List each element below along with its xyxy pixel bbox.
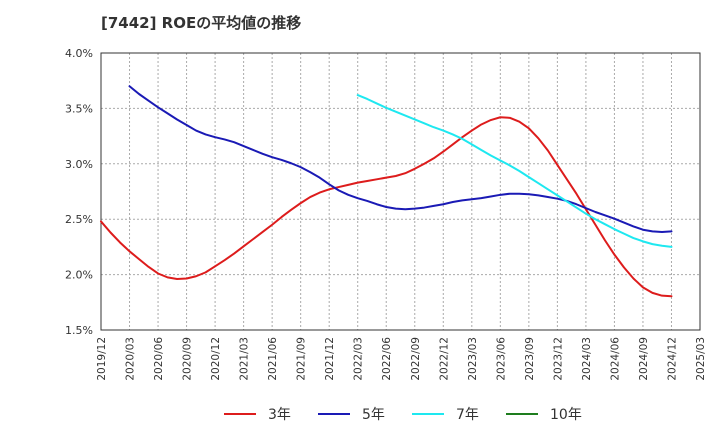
legend-label: 5年 xyxy=(362,407,385,423)
y-tick-label: 4.0% xyxy=(65,47,93,60)
y-tick-label: 2.5% xyxy=(65,213,93,226)
x-tick-label: 2021/12 xyxy=(324,337,336,381)
series-line-7年 xyxy=(356,94,673,248)
legend-label: 10年 xyxy=(550,407,582,423)
legend-swatch xyxy=(318,413,350,415)
y-tick-label: 3.0% xyxy=(65,158,93,171)
x-tick-label: 2022/09 xyxy=(410,337,422,381)
chart-plot: 1.5%2.0%2.5%3.0%3.5%4.0% 2019/12 2020/03 2… xyxy=(65,47,707,381)
x-tick-label: 2023/12 xyxy=(552,337,564,381)
x-tick-label: 2022/12 xyxy=(438,337,450,381)
x-tick-label: 2020/06 xyxy=(153,337,165,381)
legend-swatch xyxy=(224,413,256,415)
legend: 3年 5年 7年 10年 xyxy=(0,400,720,428)
grid-lines xyxy=(100,52,701,331)
y-tick-labels: 1.5% 2.0% 2.5% 3.0% 3.5% 4.0% xyxy=(65,47,93,337)
legend-swatch xyxy=(412,413,444,415)
x-tick-label: 2019/12 xyxy=(96,337,108,381)
chart-title: [7442] ROEの平均値の推移 xyxy=(101,14,302,32)
y-tick-label: 2.0% xyxy=(65,269,93,282)
plot-frame xyxy=(100,52,701,331)
legend-swatch xyxy=(506,413,538,415)
y-tick-label: 1.5% xyxy=(65,324,93,337)
x-tick-label: 2025/03 xyxy=(695,337,707,381)
axes xyxy=(100,52,701,331)
x-tick-label: 2020/09 xyxy=(182,337,194,381)
x-tick-label: 2023/03 xyxy=(467,337,479,381)
legend-label: 3年 xyxy=(268,407,291,423)
x-tick-label: 2021/09 xyxy=(296,337,308,381)
x-tick-label: 2024/09 xyxy=(638,337,650,381)
x-tick-label: 2021/06 xyxy=(267,337,279,381)
y-tick-label: 3.5% xyxy=(65,102,93,115)
x-tick-label: 2022/06 xyxy=(381,337,393,381)
x-tick-label: 2022/03 xyxy=(353,337,365,381)
series-line-5年 xyxy=(128,85,673,233)
series-line-3年 xyxy=(100,116,673,298)
x-tick-label: 2020/12 xyxy=(210,337,222,381)
x-tick-label: 2021/03 xyxy=(239,337,251,381)
x-tick-label: 2023/09 xyxy=(524,337,536,381)
x-tick-label: 2020/03 xyxy=(125,337,137,381)
series-lines xyxy=(100,85,673,298)
x-tick-label: 2024/12 xyxy=(666,337,678,381)
legend-label: 7年 xyxy=(456,407,479,423)
x-tick-labels: 2019/12 2020/03 2020/06 2020/09 2020/12 2021/… xyxy=(96,337,707,381)
x-tick-label: 2024/06 xyxy=(609,337,621,381)
x-tick-label: 2023/06 xyxy=(495,337,507,381)
x-tick-label: 2024/03 xyxy=(581,337,593,381)
